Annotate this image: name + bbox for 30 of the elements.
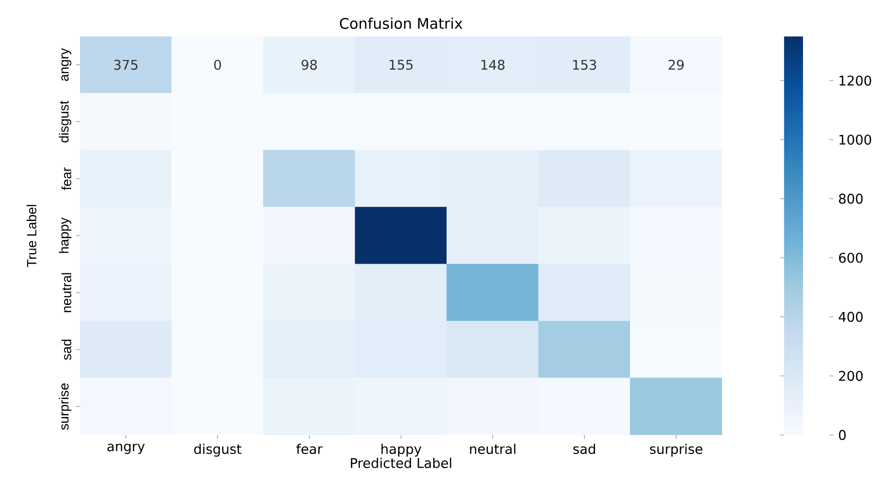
data-label: 153: [573, 60, 596, 70]
data-label: 98: [302, 60, 317, 70]
y-axis-title: True Label: [26, 204, 36, 267]
color-bar-label: 1000: [840, 134, 872, 145]
x-tick-label: sad: [573, 444, 596, 454]
y-tick-label: disgust: [58, 100, 72, 142]
color-bar-label: 400: [838, 312, 863, 322]
x-tick-label: disgust: [194, 444, 242, 457]
y-tick-label: fear: [62, 167, 72, 190]
x-axis-title: Predicted Label: [350, 458, 452, 468]
x-tick-label: angry: [107, 444, 145, 454]
y-tick-label: happy: [58, 218, 72, 253]
color-bar-label: 600: [839, 252, 863, 263]
chart-title: Confusion Matrix: [340, 18, 462, 29]
data-label: 0: [214, 60, 221, 70]
data-label: 375: [114, 60, 138, 70]
x-tick-label: fear: [296, 444, 323, 454]
x-tick-label: happy: [381, 444, 422, 457]
y-tick-label: angry: [61, 48, 72, 81]
y-tick-label: neutral: [62, 273, 72, 312]
data-label: 155: [390, 60, 413, 70]
color-bar-label: 1200: [840, 76, 872, 86]
color-bar-label: 200: [839, 370, 863, 381]
data-label: 148: [481, 60, 505, 70]
y-tick-label: sad: [62, 340, 72, 360]
data-label: 29: [668, 60, 684, 70]
color-bar-label: 800: [838, 194, 863, 204]
x-tick-label: surprise: [650, 444, 702, 457]
color-bar-label: 0: [838, 430, 846, 440]
x-tick-label: neutral: [470, 444, 516, 454]
